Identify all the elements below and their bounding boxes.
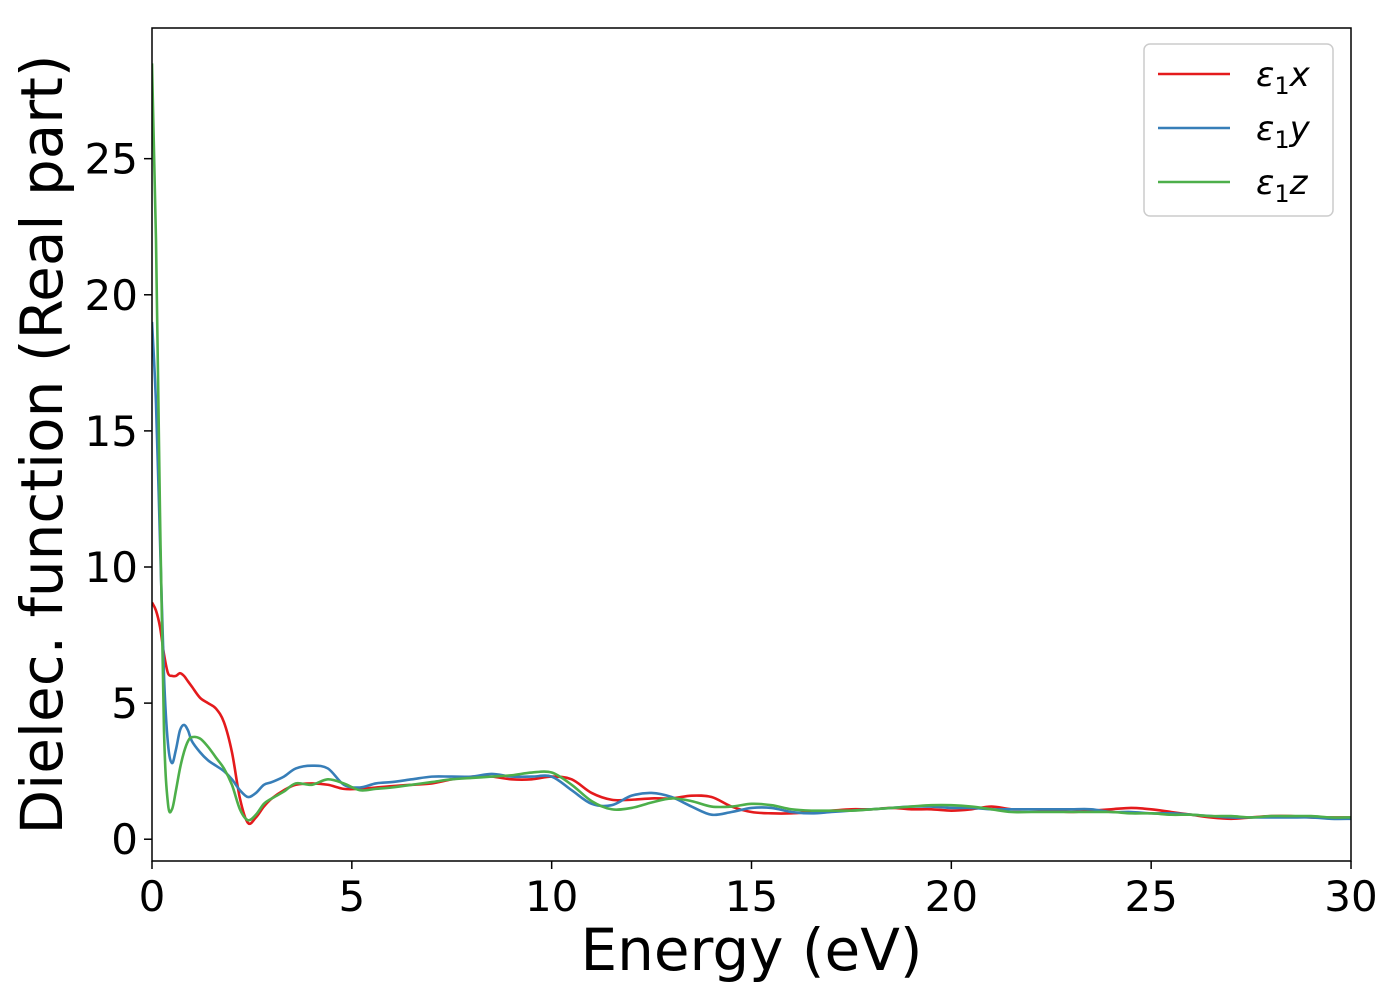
x-tick-label: 20 — [925, 872, 978, 921]
x-tick-label: 0 — [139, 872, 166, 921]
axis-ticks: 0 5 10 15 20 25 30 0 5 10 15 20 25 — [85, 135, 1378, 921]
y-tick-label: 20 — [85, 271, 138, 320]
y-tick-label: 25 — [85, 135, 138, 184]
y-tick-label: 0 — [111, 815, 138, 864]
y-tick-label: 10 — [85, 543, 138, 592]
legend-label-z: ε1z — [1256, 163, 1309, 208]
legend: ε1x ε1y ε1z — [1143, 43, 1334, 217]
x-tick-label: 10 — [525, 872, 578, 921]
x-tick-label: 30 — [1324, 872, 1377, 921]
x-tick-label: 15 — [725, 872, 778, 921]
x-axis-title: Energy (eV) — [580, 916, 922, 984]
legend-label-y: ε1y — [1256, 109, 1311, 154]
series-line-x — [152, 601, 1351, 826]
x-tick-label: 25 — [1124, 872, 1177, 921]
legend-label-x: ε1x — [1256, 55, 1311, 100]
y-tick-label: 15 — [85, 407, 138, 456]
series-line-z — [152, 63, 1351, 822]
y-axis-title: Dielec. function (Real part) — [8, 54, 76, 834]
y-tick-label: 5 — [111, 679, 138, 728]
legend-box — [1143, 43, 1334, 217]
series-layer — [152, 63, 1351, 826]
x-tick-label: 5 — [338, 872, 365, 921]
series-line-y — [152, 321, 1351, 821]
